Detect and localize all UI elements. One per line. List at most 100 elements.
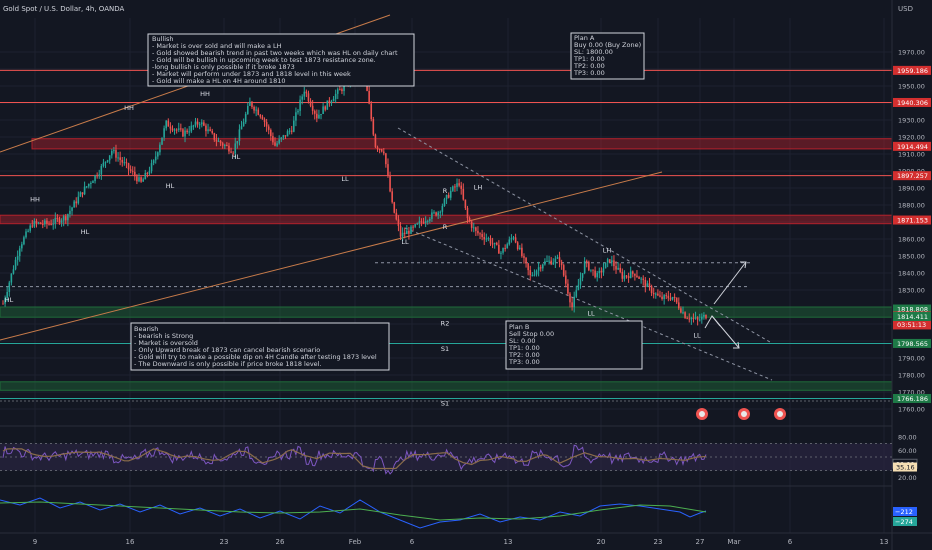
plan-b-line: TP2: 0.00 [508,351,540,359]
time-tick-label: 13 [880,538,889,546]
candle-body [573,296,575,308]
candle-body [627,276,630,279]
price-tick-label: 1880.00 [898,202,925,210]
bullish-projection-arrow[interactable] [713,261,747,305]
event-icon-inner [741,411,747,417]
plan-a-box[interactable] [570,32,645,80]
lower-trend-line[interactable] [0,171,663,341]
candle-body [326,100,329,110]
macd-value: −212 [895,508,913,516]
bullish-note-box[interactable] [147,33,415,87]
price-zone[interactable] [0,306,893,318]
candle-body [648,283,651,287]
candle-body [286,131,289,137]
candle-body [138,177,140,182]
candle-body [73,201,75,208]
candle-body [219,140,222,144]
price-zone[interactable] [0,381,893,391]
bullish-note-line: - Gold showed bearish trend in past two … [152,49,398,57]
candle-body [613,260,615,267]
candle-body [23,237,25,245]
candle-body [280,137,283,140]
price-axis-background[interactable] [892,0,932,550]
channel-lower-dashed[interactable] [404,227,773,381]
candle-body [472,227,475,229]
candle-body [667,295,670,299]
candle-body [242,122,245,127]
time-axis[interactable]: 9 16 23 26 Feb 6 13 20 23 27 Mar 6 13 [33,538,889,546]
candle-body [186,130,188,133]
plan-b-box[interactable] [505,320,643,370]
candle-body [39,222,42,225]
candle-body [644,279,647,288]
candle-body [123,162,126,164]
candle-body [309,101,312,106]
candle-body [64,216,67,221]
event-icons[interactable] [696,408,786,420]
candle-body [598,270,601,274]
candle-body [495,242,498,245]
price-tick-label: 1860.00 [898,236,925,244]
time-tick-label: 16 [126,538,135,546]
candle-body [539,267,542,269]
swing-label: R [443,223,448,231]
candle-body [154,156,157,161]
swing-label: R [443,187,448,195]
candle-body [500,252,502,254]
candle-body [196,121,199,125]
candle-body [569,293,571,303]
candle-body [406,230,408,235]
candle-body [108,155,111,161]
candle-body [525,257,527,264]
candle-body [464,199,467,208]
plan-b-note[interactable]: Plan B Sell Stop 0.00 SL: 0.00 TP1: 0.00… [505,320,643,370]
candle-body [265,122,268,127]
swing-label: HH [124,104,134,112]
candle-body [445,194,448,200]
candle-body [2,303,4,305]
candle-body [134,171,136,177]
candle-body [255,109,257,111]
candle-body [305,91,308,94]
candle-body [443,199,446,206]
candle-body [690,317,693,320]
candle-body [619,267,622,272]
bearish-note-box[interactable] [130,322,390,371]
candle-body [638,277,640,279]
swing-label: S1 [441,345,449,353]
price-label-value: 1871.153 [897,217,928,225]
candle-body [694,317,697,319]
price-label-value: 1814.411 [897,313,928,321]
candle-body [85,186,88,188]
price-tick-label: 1850.00 [898,253,925,261]
candle-body [146,172,149,174]
candle-body [529,270,532,276]
candle-body [502,248,504,253]
candle-body [562,265,565,276]
price-zone[interactable] [31,138,893,150]
candle-body [71,207,73,211]
price-tick-label: 1760.00 [898,406,925,414]
price-label-value: 1940.306 [897,99,928,107]
candle-body [652,292,655,295]
bearish-note[interactable]: Bearish - bearish is Strong - Market is … [130,322,390,371]
candle-body [230,151,232,153]
candle-body [372,119,375,135]
bullish-note-title: Bullish [152,35,174,43]
macd-pane[interactable]: −212 −274 [0,497,917,529]
bullish-note[interactable]: Bullish - Market is over sold and will m… [147,33,415,87]
plan-a-note[interactable]: Plan A Buy 0.00 (Buy Zone) SL: 1800.00 T… [570,32,645,80]
candle-body [546,260,548,262]
candle-body [696,317,699,320]
candle-body [267,126,270,130]
candle-body [560,262,563,266]
swing-label: HH [200,90,210,98]
candle-body [297,110,299,113]
price-tick-label: 1780.00 [898,372,925,380]
candle-body [544,261,546,265]
candle-body [21,244,23,249]
candle-body [535,270,538,275]
candle-body [94,175,96,182]
